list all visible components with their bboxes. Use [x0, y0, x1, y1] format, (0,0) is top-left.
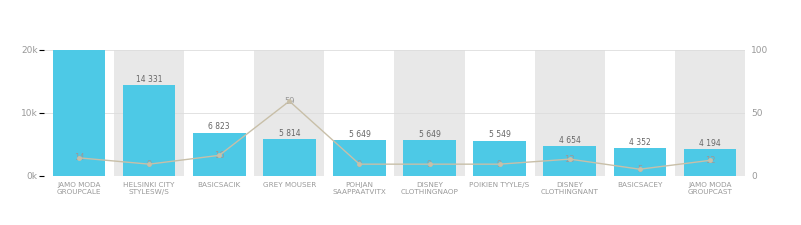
Legend: Ostoskorimyynti (Eur), Ostoskorimyynti %: Ostoskorimyynti (Eur), Ostoskorimyynti % — [548, 0, 789, 3]
Bar — [683, 149, 736, 176]
Text: 9: 9 — [147, 160, 152, 169]
Bar — [123, 85, 175, 176]
Text: 5 549: 5 549 — [489, 130, 510, 140]
Text: 16: 16 — [214, 151, 224, 160]
Text: 5: 5 — [637, 165, 642, 174]
Text: 13: 13 — [565, 155, 575, 164]
Text: 12: 12 — [705, 156, 715, 165]
Bar — [263, 139, 316, 176]
Text: 14: 14 — [74, 153, 84, 162]
Text: 9: 9 — [356, 160, 362, 169]
Text: 9: 9 — [497, 160, 502, 169]
Text: 4 654: 4 654 — [559, 136, 581, 145]
Text: 5 814: 5 814 — [279, 129, 300, 138]
Bar — [675, 50, 745, 176]
Bar — [53, 50, 106, 176]
Bar — [115, 50, 184, 176]
Text: 59: 59 — [284, 97, 295, 106]
Text: 4 194: 4 194 — [699, 139, 721, 148]
Text: 5 649: 5 649 — [348, 130, 370, 139]
Bar — [324, 50, 395, 176]
Bar — [605, 50, 675, 176]
Bar — [465, 50, 535, 176]
Bar — [614, 148, 666, 176]
Bar — [473, 141, 526, 176]
Text: 4 352: 4 352 — [629, 138, 650, 147]
Bar — [395, 50, 465, 176]
Bar — [333, 140, 386, 176]
Bar — [543, 146, 596, 176]
Bar — [255, 50, 324, 176]
Bar — [535, 50, 605, 176]
Bar — [403, 140, 456, 176]
Text: 9: 9 — [427, 160, 433, 169]
Bar — [193, 133, 246, 176]
Text: 14 331: 14 331 — [136, 75, 163, 84]
Bar — [44, 50, 115, 176]
Bar — [184, 50, 255, 176]
Text: 5 649: 5 649 — [419, 130, 441, 139]
Text: 6 823: 6 823 — [208, 122, 230, 131]
